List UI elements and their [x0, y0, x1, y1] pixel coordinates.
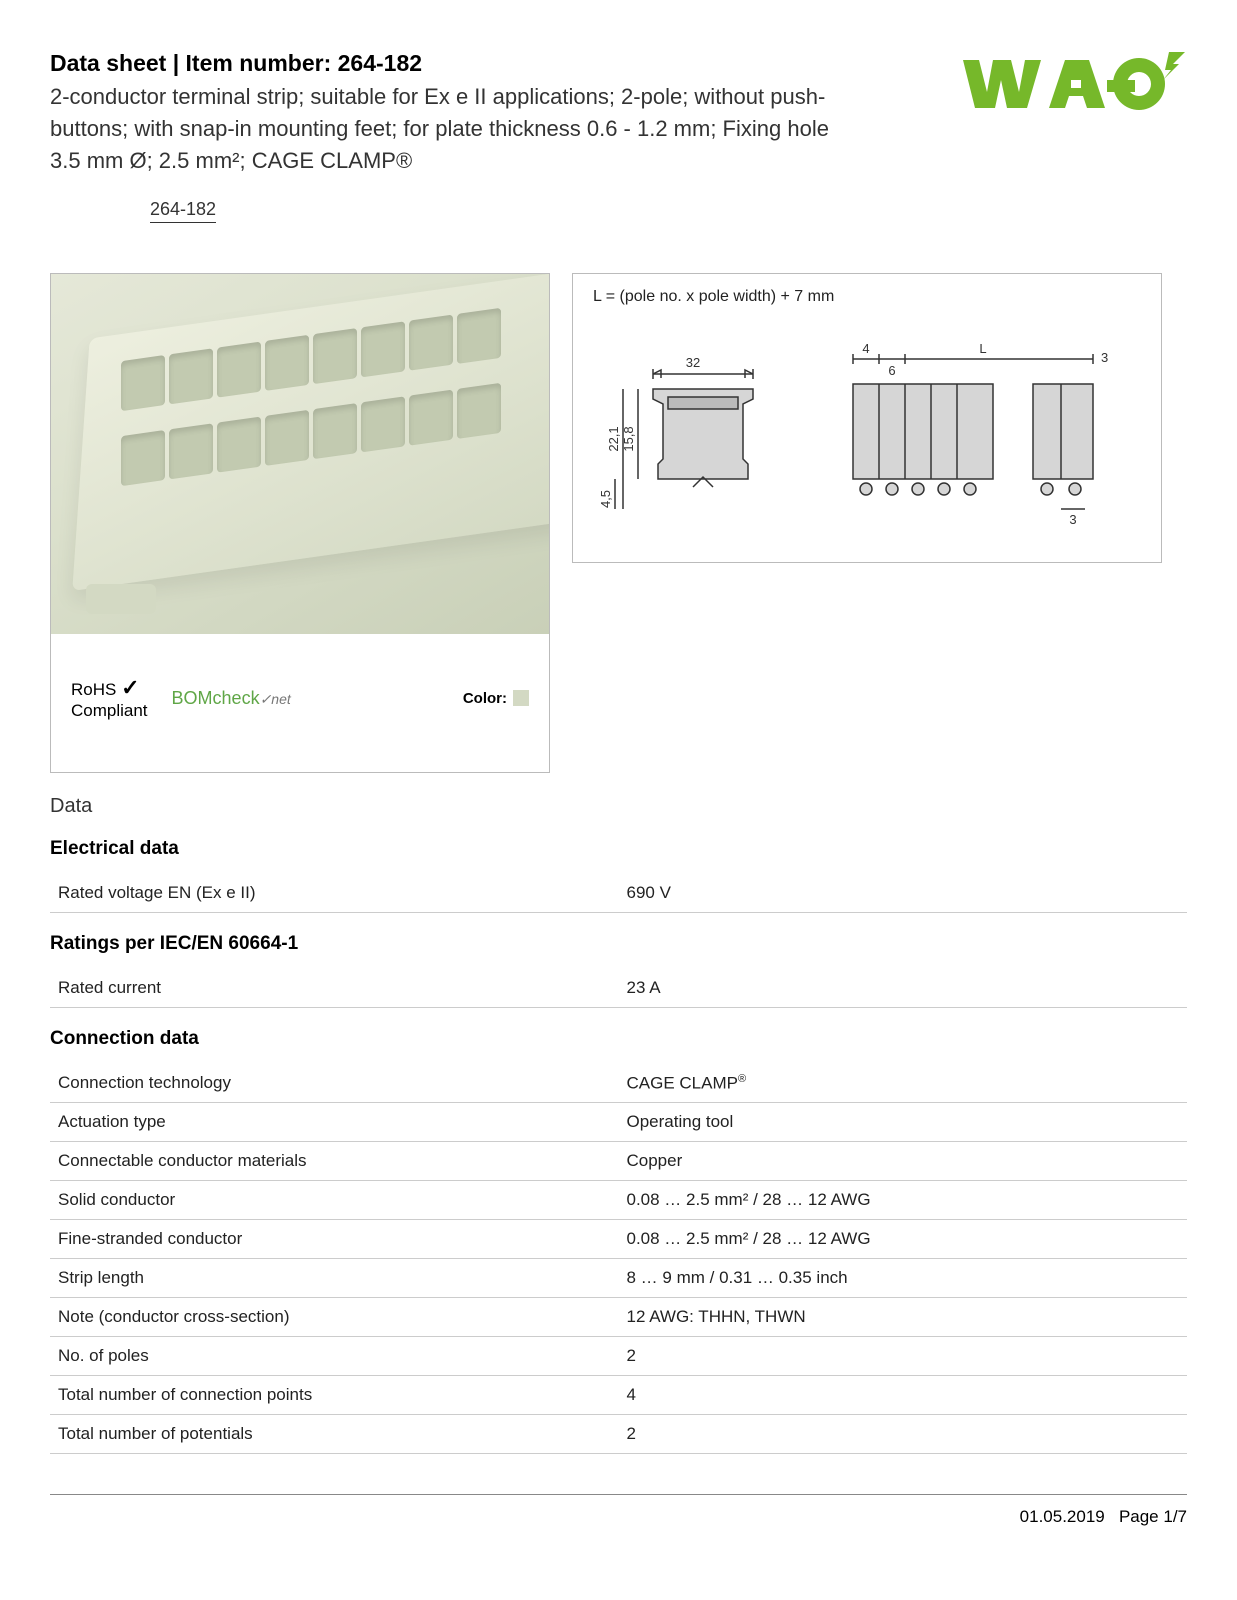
row-value: Operating tool: [619, 1103, 1188, 1142]
dim-6: 6: [888, 363, 895, 378]
wago-logo-icon: [957, 50, 1187, 115]
dim-32: 32: [686, 355, 700, 370]
table-row: Connectable conductor materialsCopper: [50, 1142, 1187, 1181]
ratings-title: Ratings per IEC/EN 60664-1: [50, 933, 1187, 955]
row-label: Rated voltage EN (Ex e II): [50, 874, 619, 913]
data-heading: Data: [50, 795, 1187, 818]
dim-4: 4: [862, 341, 869, 356]
color-indicator: Color:: [463, 690, 529, 707]
rohs-label: RoHS: [71, 680, 116, 699]
row-value: 0.08 … 2.5 mm² / 28 … 12 AWG: [619, 1220, 1188, 1259]
row-label: No. of poles: [50, 1337, 619, 1376]
row-label: Rated current: [50, 969, 619, 1008]
dimension-diagram-panel: L = (pole no. x pole width) + 7 mm: [572, 273, 1162, 563]
rohs-compliant: RoHS ✓ Compliant: [71, 675, 148, 722]
dim-158: 15,8: [621, 426, 636, 451]
table-row: Solid conductor0.08 … 2.5 mm² / 28 … 12 …: [50, 1181, 1187, 1220]
row-label: Fine-stranded conductor: [50, 1220, 619, 1259]
row-value: 0.08 … 2.5 mm² / 28 … 12 AWG: [619, 1181, 1188, 1220]
row-label: Strip length: [50, 1259, 619, 1298]
row-label: Total number of potentials: [50, 1415, 619, 1454]
description: 2-conductor terminal strip; suitable for…: [50, 81, 830, 177]
image-row: RoHS ✓ Compliant BOMcheck✓net Color: L =…: [50, 273, 1187, 773]
bomcheck-suffix: ✓net: [260, 691, 291, 707]
dim-3b: 3: [1069, 512, 1076, 527]
item-code-badge: 264-182: [150, 199, 216, 223]
ratings-table: Rated current23 A: [50, 969, 1187, 1008]
logo: [957, 50, 1187, 120]
product-render: [51, 274, 549, 634]
row-label: Solid conductor: [50, 1181, 619, 1220]
table-row: Strip length8 … 9 mm / 0.31 … 0.35 inch: [50, 1259, 1187, 1298]
row-label: Connection technology: [50, 1064, 619, 1103]
electrical-table: Rated voltage EN (Ex e II)690 V: [50, 874, 1187, 913]
dim-221: 22,1: [606, 426, 621, 451]
title: Data sheet | Item number: 264-182: [50, 50, 830, 77]
row-value: 690 V: [619, 874, 1188, 913]
table-row: Note (conductor cross-section)12 AWG: TH…: [50, 1298, 1187, 1337]
footer-page: Page 1/7: [1119, 1507, 1187, 1526]
row-label: Note (conductor cross-section): [50, 1298, 619, 1337]
bomcheck-logo: BOMcheck✓net: [172, 688, 291, 709]
header: Data sheet | Item number: 264-182 2-cond…: [50, 50, 1187, 177]
formula-text: L = (pole no. x pole width) + 7 mm: [593, 288, 834, 306]
row-label: Total number of connection points: [50, 1376, 619, 1415]
table-row: Actuation typeOperating tool: [50, 1103, 1187, 1142]
table-row: Total number of connection points4: [50, 1376, 1187, 1415]
row-value: 12 AWG: THHN, THWN: [619, 1298, 1188, 1337]
dim-3r: 3: [1101, 350, 1108, 365]
check-icon: ✓: [121, 675, 139, 700]
row-value: 23 A: [619, 969, 1188, 1008]
table-row: Rated current23 A: [50, 969, 1187, 1008]
data-sections: Data Electrical data Rated voltage EN (E…: [50, 795, 1187, 1455]
row-value: CAGE CLAMP®: [619, 1064, 1188, 1103]
row-label: Connectable conductor materials: [50, 1142, 619, 1181]
row-value: 2: [619, 1415, 1188, 1454]
dim-L: L: [979, 341, 986, 356]
electrical-title: Electrical data: [50, 838, 1187, 860]
row-value: 4: [619, 1376, 1188, 1415]
row-label: Actuation type: [50, 1103, 619, 1142]
table-row: No. of poles2: [50, 1337, 1187, 1376]
table-row: Connection technologyCAGE CLAMP®: [50, 1064, 1187, 1103]
footer-date: 01.05.2019: [1020, 1507, 1105, 1526]
footer: 01.05.2019 Page 1/7: [50, 1494, 1187, 1527]
header-text: Data sheet | Item number: 264-182 2-cond…: [50, 50, 830, 177]
product-photo-panel: RoHS ✓ Compliant BOMcheck✓net Color:: [50, 273, 550, 773]
row-value: 2: [619, 1337, 1188, 1376]
connection-title: Connection data: [50, 1028, 1187, 1050]
color-label: Color:: [463, 690, 507, 707]
table-row: Total number of potentials2: [50, 1415, 1187, 1454]
dim-45: 4,5: [598, 490, 613, 508]
dimension-drawing-icon: 32 15,8 22,1 4,5: [593, 329, 1141, 542]
compliant-label: Compliant: [71, 701, 148, 720]
bomcheck-main: BOMcheck: [172, 688, 260, 708]
connection-table: Connection technologyCAGE CLAMP®Actuatio…: [50, 1064, 1187, 1455]
color-swatch-icon: [513, 690, 529, 706]
table-row: Fine-stranded conductor0.08 … 2.5 mm² / …: [50, 1220, 1187, 1259]
table-row: Rated voltage EN (Ex e II)690 V: [50, 874, 1187, 913]
compliance-row: RoHS ✓ Compliant BOMcheck✓net Color:: [71, 675, 529, 722]
row-value: Copper: [619, 1142, 1188, 1181]
row-value: 8 … 9 mm / 0.31 … 0.35 inch: [619, 1259, 1188, 1298]
